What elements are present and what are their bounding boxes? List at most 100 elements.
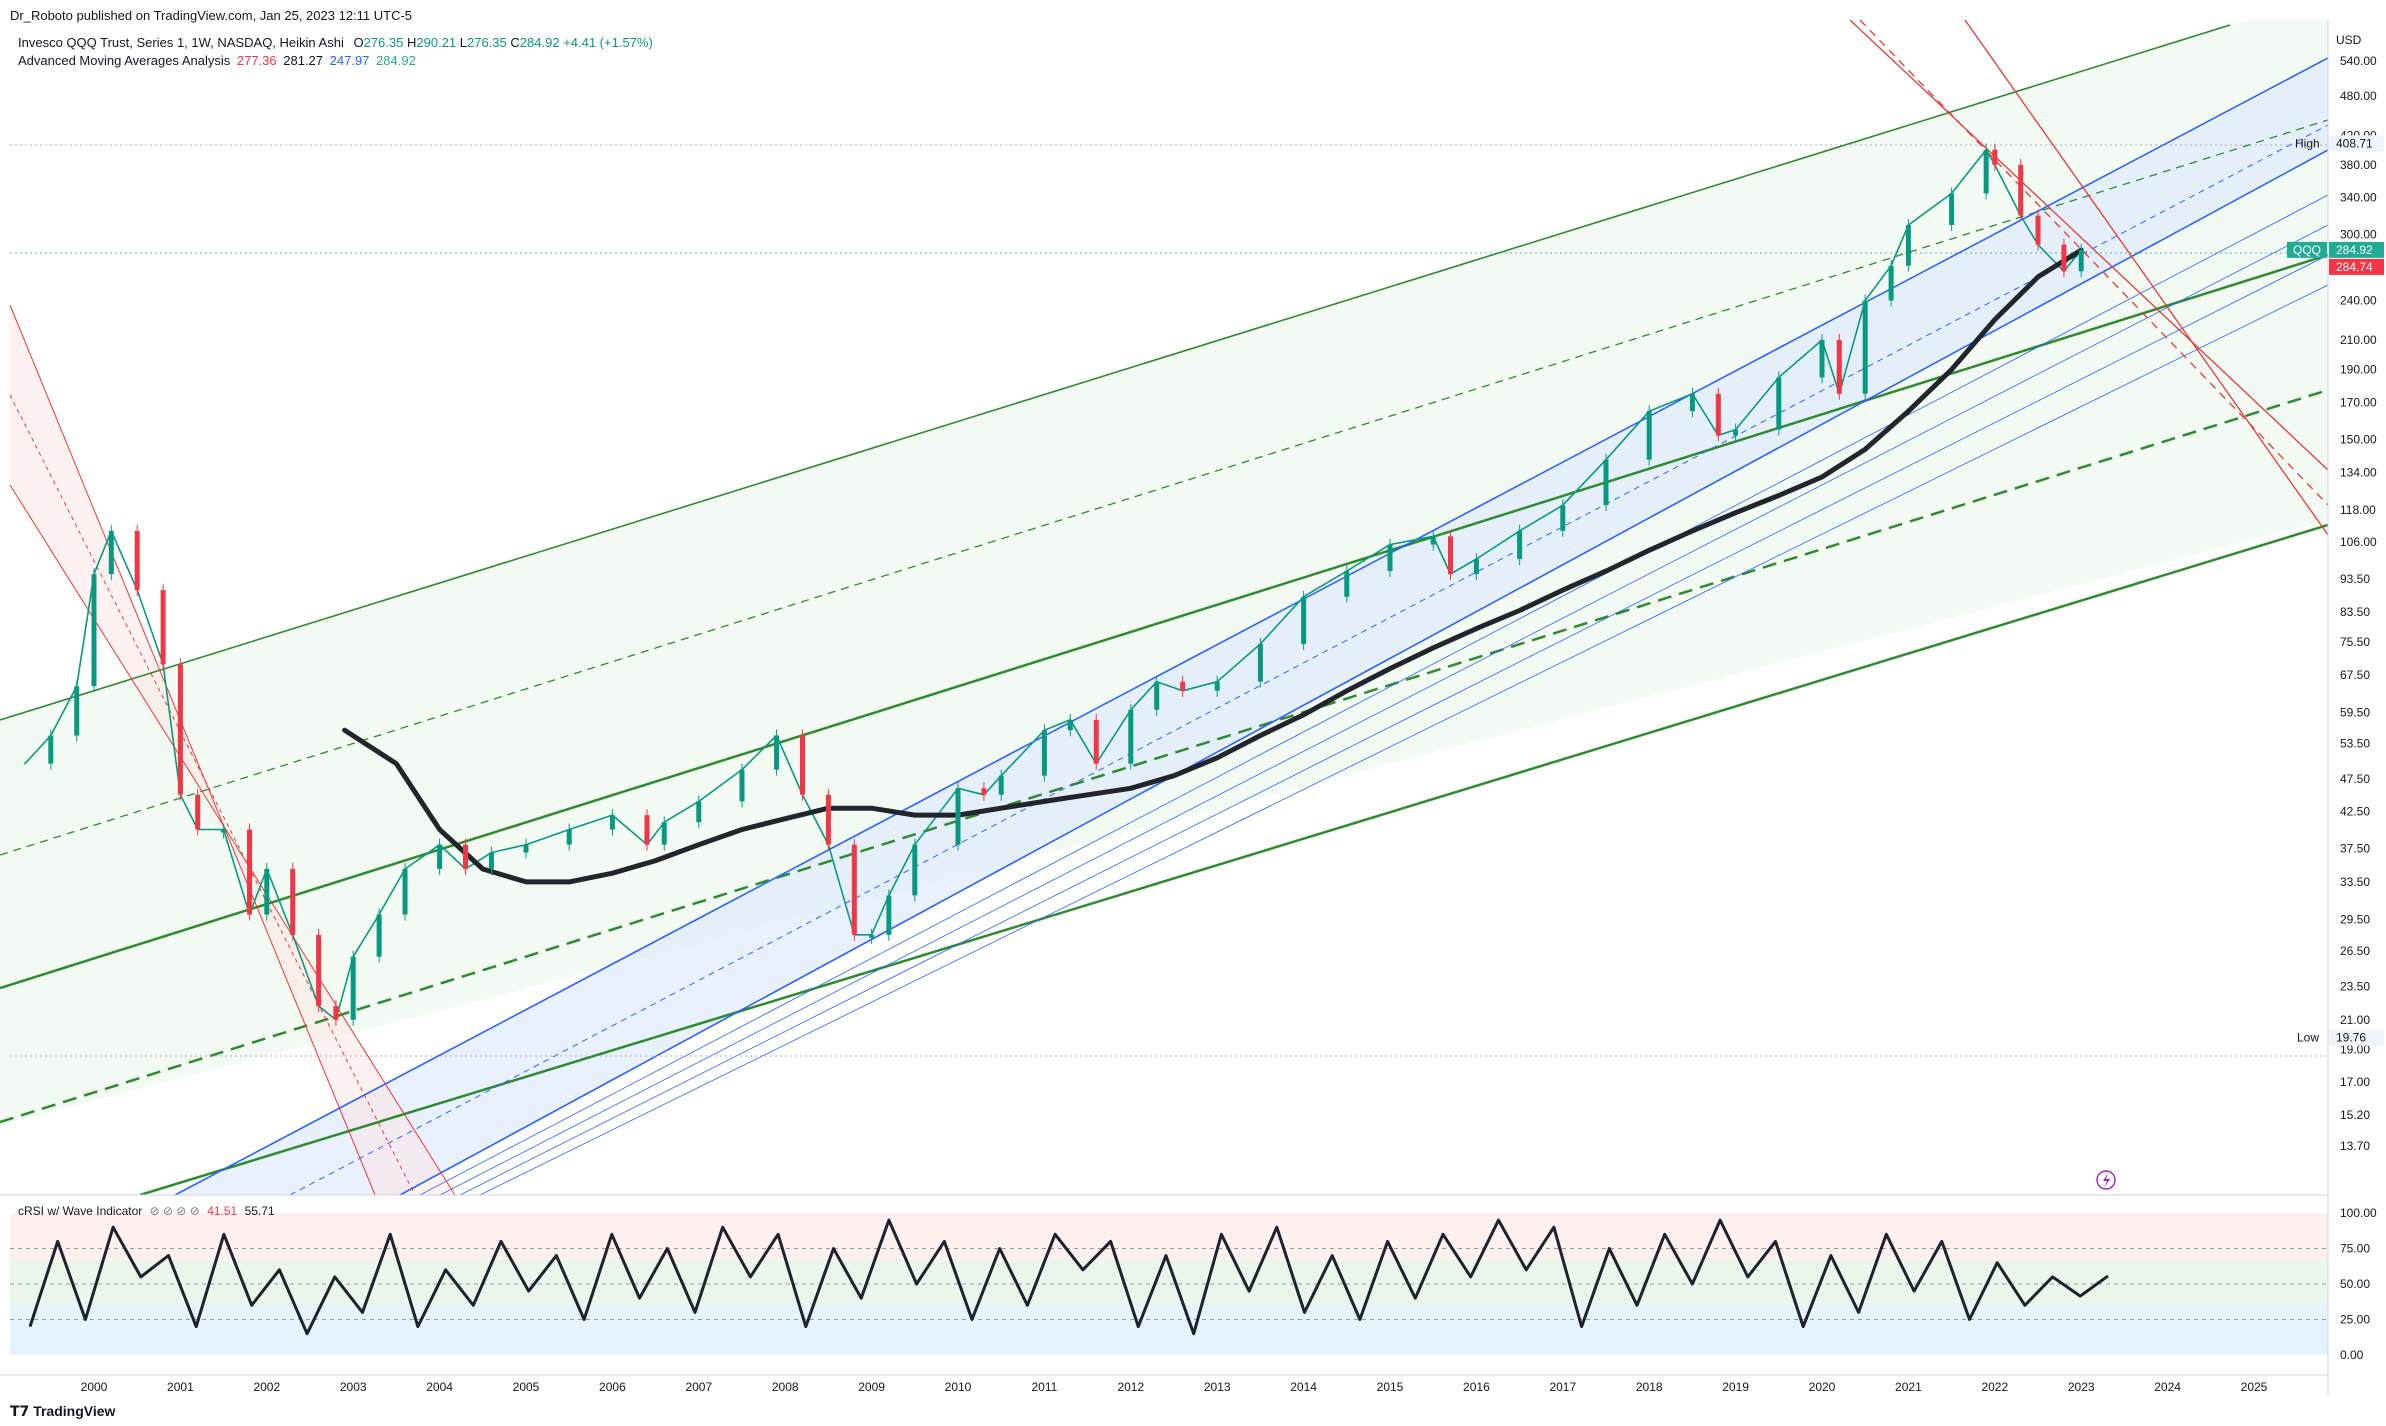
x-tick-label: 2020 [1809,1380,1836,1394]
y-tick-label: 340.00 [2340,191,2377,205]
candle-body [1473,559,1479,575]
red-downtrend-upper [1849,20,2328,471]
candle-body [463,844,469,869]
x-tick-label: 2007 [685,1380,712,1394]
osc-oversold-band [10,1305,2328,1355]
green-channel-lower [139,523,2328,1195]
x-tick-label: 2025 [2241,1380,2268,1394]
low-price-tag: 19.76 [2336,1031,2366,1045]
green-channel-mid-dash [0,119,2328,856]
osc-line [28,1218,2109,1336]
candle-body [739,769,745,802]
x-tick-label: 2002 [253,1380,280,1394]
candle-body [644,815,650,845]
symbol-tag-bg [2287,241,2327,258]
ma-legend[interactable]: Advanced Moving Averages Analysis 277.36… [18,53,416,68]
candle-body [1447,536,1453,575]
ohlc-values: O276.35 H290.21 L276.35 C284.92 +4.41 (+… [353,35,653,50]
x-tick-label: 2006 [599,1380,626,1394]
x-tick-label: 2000 [81,1380,108,1394]
high-price-tag: 408.71 [2336,136,2373,150]
candle-body [1905,224,1911,266]
oscillator-legend[interactable]: cRSI w/ Wave Indicator ⊘ ⊘ ⊘ ⊘ 41.51 55.… [18,1204,275,1218]
candle-body [402,868,408,915]
y-tick-label: 75.50 [2340,635,2370,649]
x-tick-label: 2005 [513,1380,540,1394]
blue-channel-upper [174,57,2328,1195]
x-tick-label: 2009 [858,1380,885,1394]
candle-body [1301,596,1307,644]
oscillator-value-2: 55.71 [244,1204,275,1218]
candle-body [1646,411,1652,460]
price-axis[interactable]: USD540.00480.00420.00380.00340.00300.002… [2336,33,2377,1153]
symbol-legend[interactable]: Invesco QQQ Trust, Series 1, 1W, NASDAQ,… [18,35,653,50]
candle-body [290,868,296,935]
candle-body [912,844,918,896]
ma-value-1: 277.36 [236,53,277,68]
x-tick-label: 2022 [1981,1380,2008,1394]
candle-body [774,735,780,770]
x-tick-label: 2008 [772,1380,799,1394]
candle-body [1862,300,1868,394]
x-tick-label: 2021 [1895,1380,1922,1394]
osc-tick-label: 50.00 [2340,1277,2370,1291]
y-tick-label: 33.50 [2340,875,2370,889]
candle-body [1387,544,1393,572]
candle-body [825,794,831,845]
red-channel-outer [9,304,376,1195]
candle-body [566,829,572,845]
y-tick-label: 134.00 [2340,466,2377,480]
lightning-icon[interactable] [2096,1170,2116,1190]
green-channel-thick-dash [0,388,2328,1124]
candle-body [696,801,702,823]
candle-body [488,852,494,869]
red-channel-inner [9,484,456,1195]
blue-channel-lower [399,149,2328,1195]
candle-body [886,895,892,935]
last-price-tag-bg [2329,241,2384,258]
y-tick-label: 17.00 [2340,1075,2370,1089]
currency-label: USD [2336,33,2362,47]
candle-body [799,735,805,795]
candle-body [981,788,987,795]
y-tick-label: 21.00 [2340,1013,2370,1027]
candle-body [955,788,961,845]
candle-body [1344,571,1350,597]
green-channel-thick [0,253,2328,990]
y-tick-label: 26.50 [2340,944,2370,958]
candle-body [264,868,270,915]
time-axis[interactable]: 2000 2001 2002 2003 2004 2005 2006 2007 2008 2009… [81,1380,2268,1394]
y-tick-label: 300.00 [2340,228,2377,242]
osc-tick-label: 75.00 [2340,1242,2370,1256]
candle-body [195,794,201,830]
osc-tick-label: 100.00 [2340,1206,2377,1220]
y-tick-label: 67.50 [2340,668,2370,682]
ma-price-tag-bg [2329,258,2384,275]
candle-body [350,956,356,1020]
red-channel-dash [9,394,416,1195]
symbol-description: Invesco QQQ Trust, Series 1, 1W, NASDAQ,… [18,35,344,50]
candle-body [247,829,253,915]
x-tick-label: 2013 [1204,1380,1231,1394]
candle-body [221,829,227,833]
y-tick-label: 29.50 [2340,912,2370,926]
candle-body [1603,459,1609,506]
candle-body [1983,149,1989,194]
candle-body [108,530,114,575]
candle-body [1836,339,1842,394]
candle-body [437,844,443,869]
x-tick-label: 2016 [1463,1380,1490,1394]
candle-body [1733,429,1739,436]
candle-body [134,530,140,591]
x-tick-label: 2004 [426,1380,453,1394]
candle-body [609,815,615,830]
low-price-tag-bg [2329,1029,2384,1046]
candle-body [523,844,529,853]
tradingview-brand: 𝗧𝟳 TradingView [10,1403,116,1419]
candle-body [48,735,54,764]
candle-body [1689,393,1695,412]
oscillator-axis[interactable]: 100.00 75.00 50.00 25.00 0.00 [2340,1206,2377,1362]
candle-body [1180,681,1186,691]
y-tick-label: 480.00 [2340,89,2377,103]
